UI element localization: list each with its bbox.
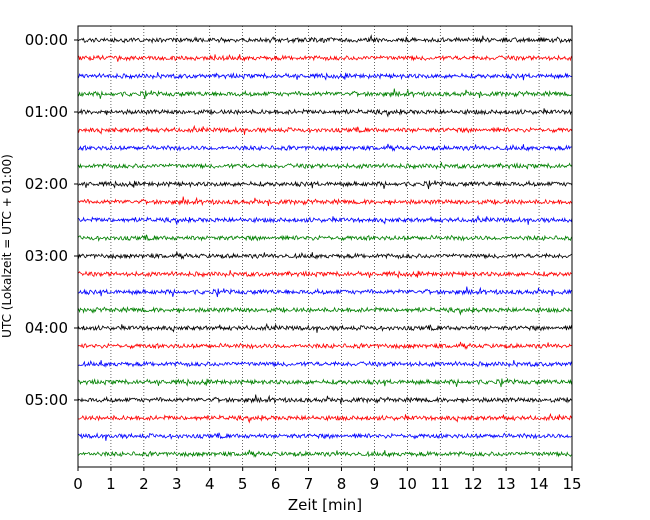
y-tick-label: 04:00 [25,319,68,337]
seismic-trace [77,234,573,242]
x-axis: 0 1 2 3 4 5 6 7 8 9 10 11 12 13 14 15 [73,467,582,493]
y-tick-label: 03:00 [25,247,68,265]
y-axis: 00:00 01:00 02:00 03:00 04:00 05:00 [25,31,78,409]
seismic-trace [77,54,573,62]
x-axis-title: Zeit [min] [288,496,362,514]
seismic-trace [77,432,573,441]
seismic-trace [77,341,573,350]
seismic-trace [77,251,573,260]
seismic-trace [77,196,573,207]
x-tick-label: 9 [370,475,380,493]
x-tick-label: 12 [464,475,483,493]
x-tick-label: 1 [106,475,116,493]
plot-frame [77,25,573,468]
y-tick-label: 01:00 [25,103,68,121]
seismic-trace [77,378,573,388]
seismic-trace [77,394,573,405]
seismic-trace [77,72,573,81]
x-tick-label: 4 [205,475,215,493]
x-tick-label: 15 [562,475,581,493]
seismic-trace [77,179,573,190]
x-tick-label: 8 [337,475,347,493]
seismic-trace [77,124,573,135]
x-tick-label: 10 [398,475,417,493]
seismic-trace [77,449,573,458]
seismic-trace [77,88,573,100]
seismic-trace [77,306,573,316]
y-tick-label: 05:00 [25,391,68,409]
seismic-trace [77,359,573,368]
trace-group [77,34,573,458]
seismic-trace [77,412,573,424]
x-tick-label: 14 [530,475,549,493]
x-tick-label: 0 [73,475,83,493]
y-tick-label: 00:00 [25,31,68,49]
x-tick-label: 13 [497,475,516,493]
x-tick-label: 7 [304,475,314,493]
x-tick-label: 5 [238,475,248,493]
y-tick-label: 02:00 [25,175,68,193]
seismic-trace [78,143,573,152]
x-tick-label: 6 [271,475,281,493]
seismic-trace [77,270,573,279]
seismic-trace [77,322,573,333]
seismic-trace [77,162,573,170]
x-tick-label: 2 [139,475,149,493]
seismic-trace [77,108,573,118]
seismic-trace [77,34,573,44]
x-tick-label: 3 [172,475,182,493]
seismic-trace [77,214,573,226]
seismic-trace [77,286,573,298]
x-tick-label: 11 [431,475,450,493]
y-axis-title: UTC (Lokalzeit = UTC + 01:00) [0,154,14,338]
